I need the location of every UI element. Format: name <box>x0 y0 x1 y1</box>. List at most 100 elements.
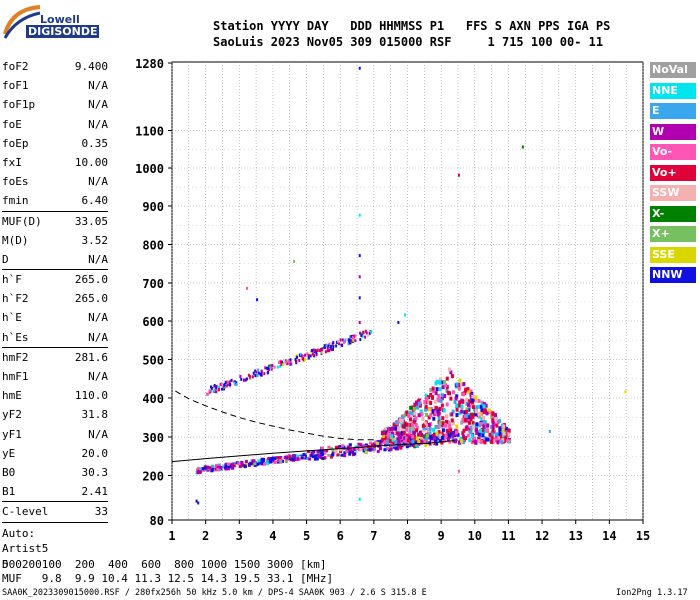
echo-point-spread-f <box>408 431 412 436</box>
echo-point-x-trace <box>217 387 220 391</box>
echo-point-x-trace <box>280 363 283 367</box>
echo-point-spread-f <box>429 434 433 439</box>
echo-point-spread-f <box>438 420 442 425</box>
echo-point-spread-f <box>469 429 473 434</box>
echo-point-o-trace <box>283 456 287 460</box>
x-tick-label: 11 <box>501 529 515 543</box>
echo-point-o-trace <box>244 460 248 464</box>
param-row: B1 2.41 <box>2 485 108 499</box>
echo-point-o-trace <box>288 457 292 461</box>
echo-point-isolated <box>457 469 460 473</box>
echo-point-o-trace <box>434 439 438 443</box>
param-row: fmin 6.40 <box>2 194 108 208</box>
y-tick-label: 300 <box>142 431 164 445</box>
echo-point-spread-f <box>455 407 459 412</box>
echo-point-o-trace <box>249 462 253 466</box>
echo-point-x-trace <box>327 344 330 348</box>
echo-point-x-trace <box>268 364 271 368</box>
echo-point-spread-f <box>469 392 473 397</box>
echo-point-spread-f <box>451 433 455 438</box>
echo-point-o-trace <box>281 459 285 463</box>
echo-point-isolated <box>358 213 361 217</box>
echo-point-x-trace <box>255 370 258 374</box>
echo-point-x-trace <box>224 380 227 384</box>
echo-point-spread-f <box>455 413 459 418</box>
echo-point-spread-f <box>467 407 471 412</box>
x-tick-label: 3 <box>236 529 243 543</box>
echo-point-isolated <box>548 429 551 433</box>
echo-point-spread-f <box>432 409 436 414</box>
echo-point-o-trace <box>331 451 335 455</box>
echo-point-o-trace <box>355 446 359 450</box>
echo-point-o-trace <box>270 457 274 461</box>
echo-point-spread-f <box>424 393 428 398</box>
echo-point-o-trace <box>424 443 428 447</box>
echo-point-o-trace <box>362 449 366 453</box>
echo-point-o-trace <box>357 442 361 446</box>
echo-point-spread-f <box>494 416 498 421</box>
echo-point-spread-f <box>418 430 422 435</box>
echo-point-spread-f <box>460 404 464 409</box>
echo-point-x-trace <box>294 358 297 362</box>
echo-point-o-trace <box>378 445 382 449</box>
echo-point-spread-f <box>465 407 469 412</box>
echo-point-spread-f <box>422 425 426 430</box>
echo-point-spread-f <box>420 412 424 417</box>
echo-point-x-trace <box>337 339 340 343</box>
echo-point-spread-f <box>476 430 480 435</box>
echo-point-x-trace <box>350 334 353 338</box>
x-tick-label: 2 <box>202 529 209 543</box>
echo-point-o-trace <box>449 432 453 436</box>
echo-point-x-trace <box>215 390 218 394</box>
echo-point-x-trace <box>368 331 371 335</box>
echo-point-o-trace <box>405 445 409 449</box>
echo-point-spread-f <box>494 413 498 418</box>
x-tick-label: 13 <box>568 529 582 543</box>
echo-point-spread-f <box>424 426 428 431</box>
echo-point-isolated <box>457 173 460 177</box>
echo-point-x-trace <box>213 388 216 392</box>
echo-point-o-trace <box>452 430 456 434</box>
echo-point-x-trace <box>330 342 333 346</box>
echo-point-o-trace <box>215 463 219 467</box>
echo-point-spread-f <box>457 382 461 387</box>
echo-point-x-trace <box>332 345 335 349</box>
echo-point-spread-f <box>434 406 438 411</box>
echo-point-spread-f <box>436 408 440 413</box>
echo-point-spread-f <box>409 405 413 410</box>
echo-point-spread-f <box>462 428 466 433</box>
echo-point-o-trace <box>217 463 221 467</box>
echo-point-spread-f <box>438 407 442 412</box>
echo-point-x-trace <box>230 378 233 382</box>
echo-point-spread-f <box>446 437 450 442</box>
echo-point-spread-f <box>461 418 465 423</box>
x-tick-label: 5 <box>303 529 310 543</box>
echo-point-o-trace <box>432 433 436 437</box>
echo-point-spread-f <box>394 424 398 429</box>
echo-point-spread-f <box>417 413 421 418</box>
echo-point-spread-f <box>411 411 415 416</box>
echo-point-spread-f <box>407 411 411 416</box>
echo-point-o-trace <box>302 453 306 457</box>
echo-point-o-trace <box>263 462 267 466</box>
echo-point-o-trace <box>359 443 363 447</box>
echo-point-o-trace <box>392 445 396 449</box>
echo-point-isolated <box>358 296 361 300</box>
echo-point-o-trace <box>269 458 273 462</box>
echo-point-spread-f <box>452 421 456 426</box>
y-tick-label: 600 <box>142 315 164 329</box>
echo-point-x-trace <box>370 330 373 334</box>
echo-point-spread-f <box>474 427 478 432</box>
echo-point-x-trace <box>329 346 332 350</box>
echo-point-o-trace <box>346 445 350 449</box>
echo-point-x-trace <box>315 351 318 355</box>
echo-point-spread-f <box>500 440 504 445</box>
echo-point-spread-f <box>431 388 435 393</box>
echo-point-x-trace <box>312 353 315 357</box>
echo-point-spread-f <box>456 432 460 437</box>
echo-point-spread-f <box>441 421 445 426</box>
echo-point-x-trace <box>349 338 352 342</box>
echo-point-spread-f <box>473 436 477 441</box>
echo-point-spread-f <box>392 422 396 427</box>
separator <box>2 210 108 212</box>
